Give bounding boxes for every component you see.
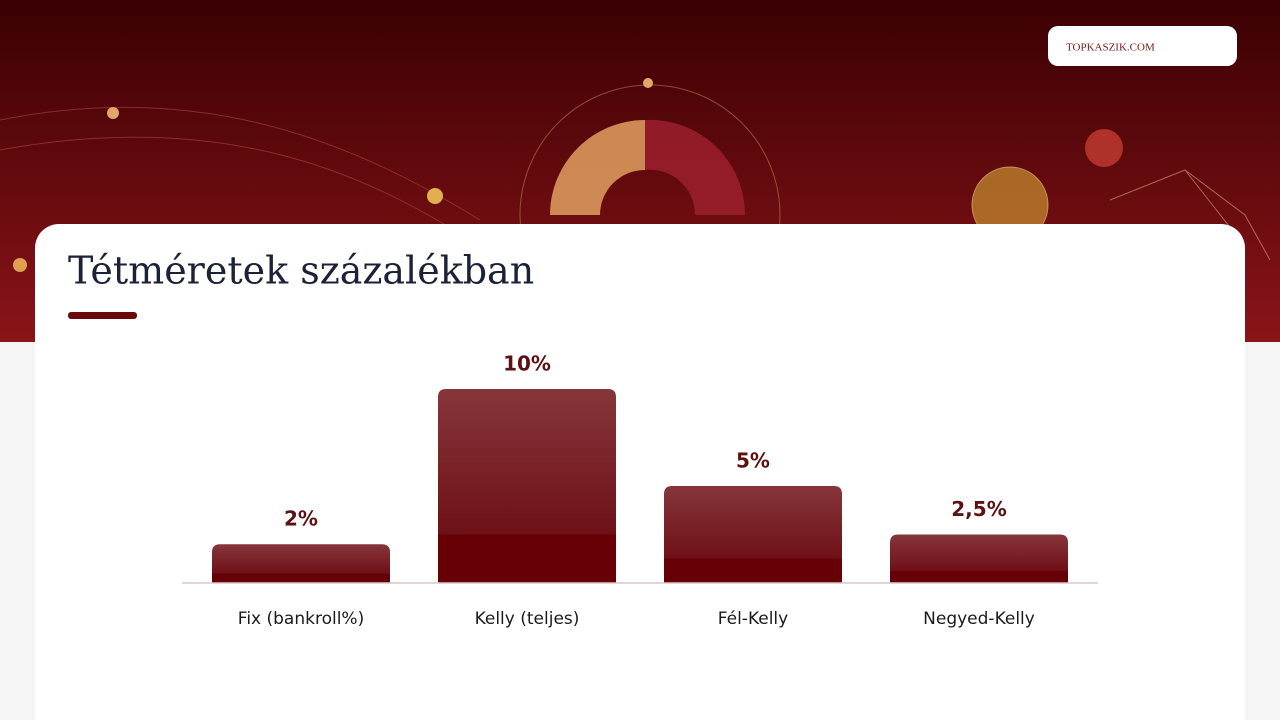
value-label: 5%: [736, 449, 770, 473]
chart-title: Tétméretek százalékban: [68, 249, 534, 293]
bar: [890, 534, 1068, 583]
title-accent: [68, 312, 137, 319]
x-tick-label: Fél-Kelly: [718, 609, 788, 629]
bar: [212, 544, 390, 583]
card: [35, 224, 1245, 720]
x-tick-label: Fix (bankroll%): [238, 609, 364, 629]
logo: TOPKASZIK.COM: [1066, 42, 1155, 54]
value-label: 10%: [503, 352, 551, 376]
bar: [438, 389, 616, 583]
plot: 2% Fix (bankroll%) 10% Kelly (teljes) 5% Fél-…: [182, 352, 1098, 629]
value-label: 2%: [284, 507, 318, 531]
value-label: 2,5%: [951, 497, 1006, 521]
logo-box: [1048, 26, 1237, 66]
x-tick-label: Negyed-Kelly: [923, 609, 1035, 629]
x-tick-label: Kelly (teljes): [475, 609, 580, 629]
bar: [664, 486, 842, 583]
